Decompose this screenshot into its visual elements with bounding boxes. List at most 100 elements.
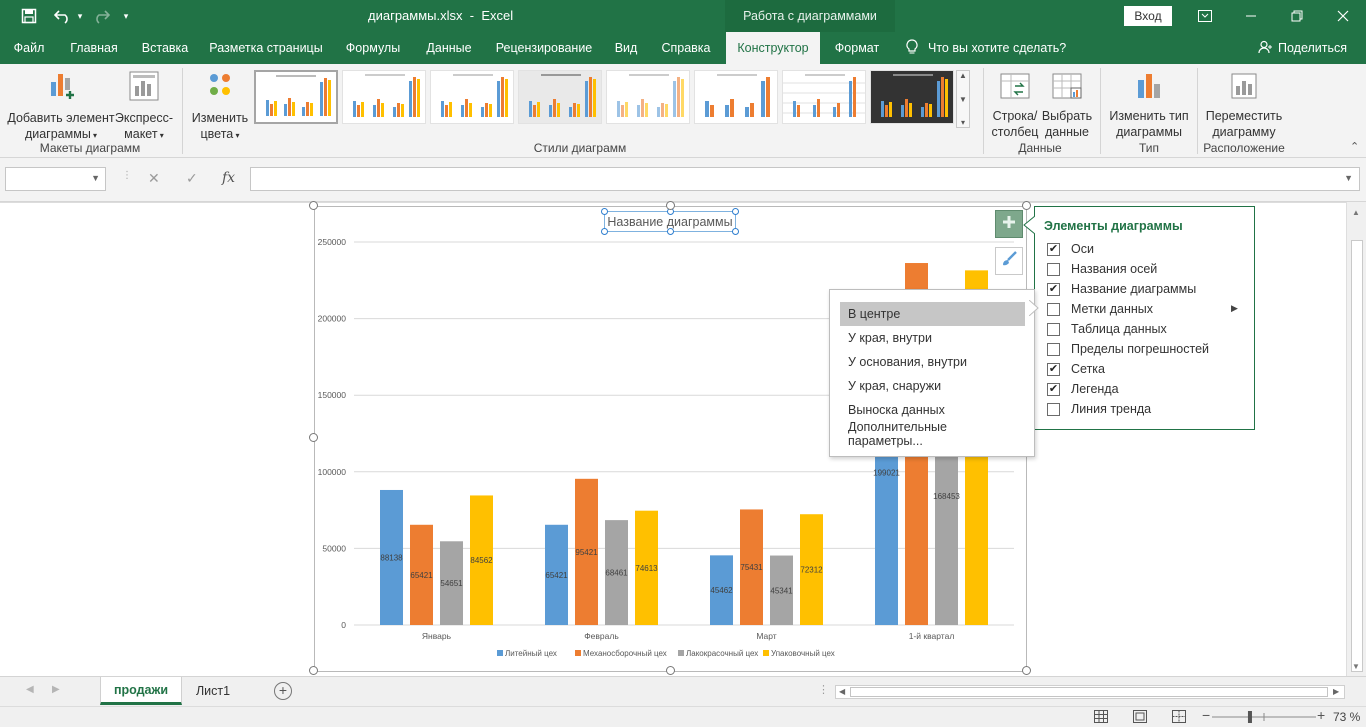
gallery-up-icon[interactable]: ▲: [959, 71, 967, 80]
page-layout-view-icon[interactable]: [1133, 710, 1147, 726]
tab-insert[interactable]: Вставка: [141, 41, 189, 55]
title-resize-handle[interactable]: [732, 208, 739, 215]
expand-formula-icon[interactable]: ▼: [1344, 173, 1353, 183]
checkbox[interactable]: ✔: [1047, 282, 1060, 296]
chart-element-data-table[interactable]: Таблица данных: [1047, 319, 1167, 339]
zoom-in-icon[interactable]: +: [1317, 707, 1326, 723]
gallery-down-icon[interactable]: ▼: [959, 94, 967, 104]
checkbox[interactable]: ✔: [1047, 362, 1060, 376]
gallery-more-icon[interactable]: ▾: [960, 118, 965, 127]
chart-element-error-bars[interactable]: Пределы погрешностей: [1047, 339, 1209, 359]
checkbox[interactable]: [1047, 322, 1060, 336]
chart-resize-handle[interactable]: [309, 666, 318, 675]
chart-style-thumb[interactable]: [606, 70, 690, 124]
chart-style-thumb[interactable]: [342, 70, 426, 124]
tell-me-search[interactable]: Что вы хотите сделать?: [906, 32, 1066, 64]
next-sheet-icon[interactable]: ▶: [52, 684, 60, 695]
sign-in-button[interactable]: Вход: [1124, 6, 1172, 26]
sheet-tab-sales[interactable]: продажи: [100, 677, 182, 705]
chart-element-trendline[interactable]: Линия тренда: [1047, 399, 1151, 419]
tab-help[interactable]: Справка: [661, 41, 711, 55]
switch-row-column-button[interactable]: Строка/ столбец: [988, 72, 1042, 140]
share-button[interactable]: Поделиться: [1258, 32, 1347, 64]
insert-function-icon[interactable]: fx: [222, 170, 236, 186]
chart-resize-handle[interactable]: [666, 201, 675, 210]
tab-page-layout[interactable]: Разметка страницы: [209, 41, 323, 55]
horizontal-scroll-thumb[interactable]: [850, 687, 1328, 697]
menu-item-data-callout[interactable]: Выноска данных: [848, 403, 945, 417]
tab-review[interactable]: Рецензирование: [495, 41, 593, 55]
tab-view[interactable]: Вид: [614, 41, 638, 55]
chart-plot[interactable]: 0 50000 100000 150000 200000 250000 88138 65421…: [314, 206, 1027, 672]
collapse-ribbon-icon[interactable]: ⌃: [1350, 141, 1360, 153]
gallery-scroll[interactable]: ▲ ▼ ▾: [956, 70, 970, 128]
chart-element-axis-titles[interactable]: Названия осей: [1047, 259, 1157, 279]
chart-style-thumb[interactable]: [782, 70, 866, 124]
tab-format[interactable]: Формат: [834, 41, 880, 55]
checkbox[interactable]: ✔: [1047, 382, 1060, 396]
menu-item-more-options[interactable]: Дополнительные параметры...: [848, 420, 947, 448]
scroll-right-icon[interactable]: ▶: [1333, 687, 1340, 696]
change-colors-button[interactable]: Изменить цвета ▾: [186, 70, 254, 144]
chart-element-gridlines[interactable]: ✔ Сетка: [1047, 359, 1105, 379]
vertical-scroll-thumb[interactable]: [1351, 240, 1363, 672]
add-sheet-icon[interactable]: +: [274, 682, 292, 700]
scroll-down-icon[interactable]: ▼: [1352, 662, 1360, 671]
enter-formula-icon[interactable]: ✓: [186, 170, 198, 186]
name-box[interactable]: ▼: [5, 167, 106, 191]
horizontal-scrollbar[interactable]: ◀ ▶: [835, 685, 1345, 699]
title-resize-handle[interactable]: [732, 228, 739, 235]
scroll-left-icon[interactable]: ◀: [839, 687, 846, 696]
checkbox[interactable]: [1047, 402, 1060, 416]
menu-item-inside-base[interactable]: У основания, внутри: [848, 355, 967, 369]
zoom-out-icon[interactable]: −: [1202, 707, 1211, 723]
cancel-formula-icon[interactable]: ✕: [148, 170, 160, 186]
save-icon[interactable]: [14, 0, 44, 32]
vertical-scrollbar[interactable]: ▲ ▼: [1346, 202, 1366, 676]
chart-style-thumb[interactable]: [870, 70, 954, 124]
tab-formulas[interactable]: Формулы: [345, 41, 401, 55]
restore-icon[interactable]: [1274, 0, 1320, 32]
checkbox[interactable]: [1047, 302, 1060, 316]
drag-handle-icon[interactable]: ⋮: [122, 170, 132, 181]
zoom-level[interactable]: 73 %: [1333, 710, 1361, 724]
tab-design[interactable]: Конструктор: [726, 32, 820, 64]
customize-qat-icon[interactable]: ▾: [123, 10, 129, 21]
chart-resize-handle[interactable]: [666, 666, 675, 675]
chart-element-legend[interactable]: ✔ Легенда: [1047, 379, 1119, 399]
sheet-tab-sheet1[interactable]: Лист1: [195, 684, 231, 698]
menu-item-inside-end[interactable]: У края, внутри: [848, 331, 932, 345]
undo-icon[interactable]: [48, 0, 78, 32]
tab-file[interactable]: Файл: [13, 41, 45, 55]
select-data-button[interactable]: Выбрать данные: [1040, 72, 1094, 140]
chart-resize-handle[interactable]: [1022, 666, 1031, 675]
title-resize-handle[interactable]: [601, 228, 608, 235]
scroll-up-icon[interactable]: ▲: [1352, 208, 1360, 217]
formula-input[interactable]: ▼: [250, 167, 1360, 191]
zoom-slider-thumb[interactable]: [1247, 711, 1252, 723]
tab-splitter-icon[interactable]: ⋮: [818, 684, 829, 696]
chart-resize-handle[interactable]: [309, 433, 318, 442]
page-break-view-icon[interactable]: [1172, 710, 1186, 726]
chart-resize-handle[interactable]: [1022, 201, 1031, 210]
chart-elements-button[interactable]: [995, 210, 1023, 238]
tab-home[interactable]: Главная: [70, 41, 118, 55]
prev-sheet-icon[interactable]: ◀: [26, 684, 34, 695]
title-resize-handle[interactable]: [601, 208, 608, 215]
close-icon[interactable]: [1320, 0, 1366, 32]
chart-style-thumb[interactable]: [694, 70, 778, 124]
quick-layout-button[interactable]: Экспресс- макет ▾: [112, 70, 176, 144]
change-chart-type-button[interactable]: Изменить тип диаграммы: [1104, 72, 1194, 140]
checkbox[interactable]: [1047, 342, 1060, 356]
chart-element-chart-title[interactable]: ✔ Название диаграммы: [1047, 279, 1196, 299]
menu-item-center[interactable]: В центре: [840, 302, 1025, 326]
undo-dropdown-icon[interactable]: ▾: [77, 10, 83, 21]
name-box-dropdown-icon[interactable]: ▼: [91, 173, 100, 183]
chart-style-thumb[interactable]: [254, 70, 338, 124]
checkbox[interactable]: [1047, 262, 1060, 276]
zoom-slider[interactable]: [1212, 711, 1316, 723]
move-chart-button[interactable]: Переместить диаграмму: [1200, 72, 1288, 140]
add-chart-element-button[interactable]: Добавить элемент диаграммы ▾: [6, 70, 116, 144]
submenu-arrow-icon[interactable]: ▶: [1231, 303, 1238, 313]
chart-style-thumb[interactable]: [518, 70, 602, 124]
